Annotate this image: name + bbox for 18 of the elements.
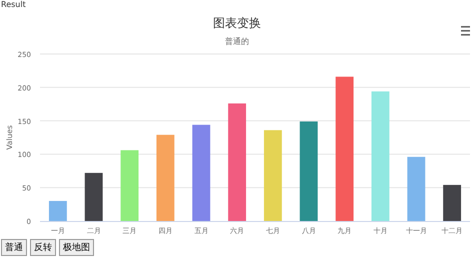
text: 普通 bbox=[1, 239, 27, 256]
bar bbox=[336, 76, 354, 221]
bar bbox=[192, 124, 210, 221]
bar bbox=[407, 156, 426, 221]
bar bbox=[264, 130, 282, 221]
text: 反转 bbox=[30, 239, 56, 256]
chart-subtitle: 普通的 bbox=[225, 37, 249, 46]
bar bbox=[228, 103, 246, 221]
bar bbox=[120, 150, 139, 221]
text: 极地图 bbox=[59, 239, 94, 256]
bar bbox=[156, 134, 174, 221]
bar bbox=[371, 91, 390, 221]
chart-title: 图表变换 bbox=[213, 16, 261, 30]
bar bbox=[84, 172, 103, 221]
bar bbox=[300, 121, 318, 221]
text: Result bbox=[1, 0, 26, 9]
bar bbox=[48, 200, 67, 221]
bar bbox=[443, 184, 462, 221]
